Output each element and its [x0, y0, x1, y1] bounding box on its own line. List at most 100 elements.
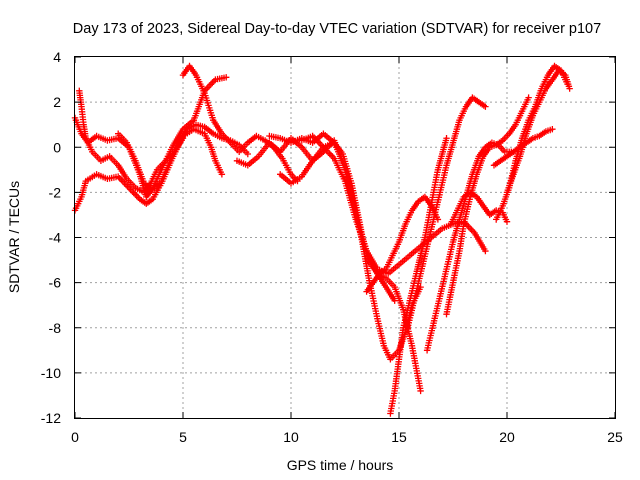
- data-point-plus-marks: [490, 158, 503, 169]
- data-point-plus-marks: [497, 154, 509, 164]
- data-point-plus-marks: [233, 157, 249, 168]
- data-point-plus-marks: [486, 142, 498, 151]
- data-point-plus-marks: [184, 122, 197, 133]
- data-point-plus-marks: [279, 155, 293, 176]
- data-point-plus-marks: [115, 162, 129, 181]
- data-point-plus-marks: [169, 128, 185, 151]
- data-point-plus-marks: [201, 123, 215, 136]
- data-point-plus-marks: [115, 173, 131, 190]
- x-tick-label: 5: [179, 429, 187, 445]
- data-series-3: [76, 87, 187, 196]
- data-point-plus-marks: [395, 253, 412, 268]
- data-point-plus-marks: [166, 141, 181, 164]
- data-point-plus-marks: [363, 247, 380, 271]
- grid-lines: [75, 57, 615, 418]
- data-point-plus-marks: [287, 174, 303, 187]
- data-point-plus-mark: [417, 387, 424, 395]
- data-point-plus-marks: [460, 196, 473, 228]
- y-tick-label: -4: [49, 230, 62, 246]
- data-point-plus-marks: [469, 94, 481, 105]
- data-point-plus-marks: [93, 171, 109, 182]
- data-point-plus-marks: [89, 148, 103, 163]
- x-tick-label: 10: [283, 429, 299, 445]
- data-point-plus-marks: [218, 130, 232, 145]
- y-tick-label: -8: [49, 320, 62, 336]
- data-point-plus-marks: [331, 155, 348, 182]
- data-point-plus-marks: [443, 281, 456, 318]
- data-point-plus-marks: [467, 189, 479, 199]
- data-point-plus-marks: [475, 145, 488, 160]
- data-point-plus-marks: [406, 272, 419, 304]
- x-axis-label: GPS time / hours: [287, 457, 394, 473]
- data-series-11: [387, 135, 450, 417]
- y-tick-label: -6: [49, 275, 62, 291]
- data-point-plus-marks: [287, 135, 303, 146]
- data-point-plus-marks: [210, 117, 224, 135]
- data-point-plus-marks: [348, 180, 361, 216]
- data-point-plus-marks: [480, 145, 492, 160]
- data-point-plus-marks: [298, 133, 314, 144]
- data-series-14: [443, 94, 532, 318]
- data-point-plus-marks: [123, 139, 138, 162]
- data-point-plus-marks: [400, 299, 413, 331]
- data-point-plus-mark: [482, 247, 489, 255]
- data-point-plus-marks: [456, 223, 467, 255]
- data-point-plus-marks: [562, 71, 573, 90]
- data-point-plus-marks: [456, 105, 469, 124]
- data-point-plus-marks: [382, 274, 397, 289]
- data-point-plus-marks: [78, 180, 89, 201]
- y-tick-label: 0: [53, 139, 61, 155]
- data-point-plus-marks: [115, 130, 129, 145]
- axis-ticks: [74, 56, 616, 419]
- data-point-plus-marks: [475, 98, 487, 109]
- data-point-plus-marks: [244, 134, 258, 146]
- data-point-plus-marks: [123, 175, 137, 190]
- data-point-plus-marks: [93, 132, 109, 143]
- data-point-plus-marks: [493, 205, 505, 223]
- data-point-plus-marks: [387, 390, 398, 417]
- data-point-plus-marks: [406, 244, 422, 259]
- data-point-plus-marks: [367, 261, 380, 275]
- data-point-plus-mark: [417, 283, 424, 291]
- data-point-plus-marks: [395, 327, 407, 363]
- data-point-plus-marks: [382, 283, 397, 302]
- x-tick-label: 15: [391, 429, 407, 445]
- data-point-plus-marks: [499, 132, 511, 144]
- data-point-plus-mark: [223, 74, 230, 81]
- data-point-plus-marks: [428, 226, 444, 241]
- x-tick-label: 0: [71, 429, 79, 445]
- data-point-plus-marks: [462, 96, 475, 110]
- data-point-plus-marks: [536, 129, 548, 140]
- data-point-plus-marks: [402, 209, 415, 228]
- data-point-plus-mark: [482, 103, 489, 110]
- data-point-plus-marks: [408, 342, 424, 392]
- data-point-plus-marks: [471, 229, 488, 253]
- data-point-plus-marks: [153, 159, 168, 173]
- data-series-16: [493, 62, 571, 223]
- data-point-plus-marks: [331, 139, 345, 156]
- data-series-8: [277, 139, 424, 395]
- data-point-plus-marks: [473, 193, 486, 208]
- data-point-plus-marks: [179, 118, 196, 133]
- data-point-plus-marks: [542, 78, 555, 92]
- y-tick-label: -12: [41, 410, 61, 426]
- y-tick-label: -2: [49, 184, 62, 200]
- data-point-plus-marks: [320, 144, 336, 161]
- data-point-plus-marks: [510, 155, 523, 178]
- data-point-plus-marks: [175, 127, 190, 146]
- data-point-plus-marks: [339, 150, 354, 185]
- data-point-plus-marks: [277, 171, 293, 185]
- data-point-plus-marks: [391, 358, 402, 395]
- data-point-plus-marks: [447, 209, 460, 228]
- data-point-plus-marks: [374, 315, 387, 347]
- data-point-plus-marks: [436, 164, 450, 196]
- data-point-plus-marks: [244, 154, 260, 169]
- data-point-plus-marks: [542, 126, 554, 135]
- data-point-plus-marks: [430, 191, 443, 223]
- data-point-plus-marks: [212, 157, 224, 176]
- data-point-plus-marks: [529, 133, 541, 142]
- data-point-plus-marks: [125, 184, 142, 201]
- data-point-plus-marks: [382, 254, 395, 273]
- data-point-plus-marks: [158, 159, 173, 185]
- data-series-9: [298, 132, 489, 277]
